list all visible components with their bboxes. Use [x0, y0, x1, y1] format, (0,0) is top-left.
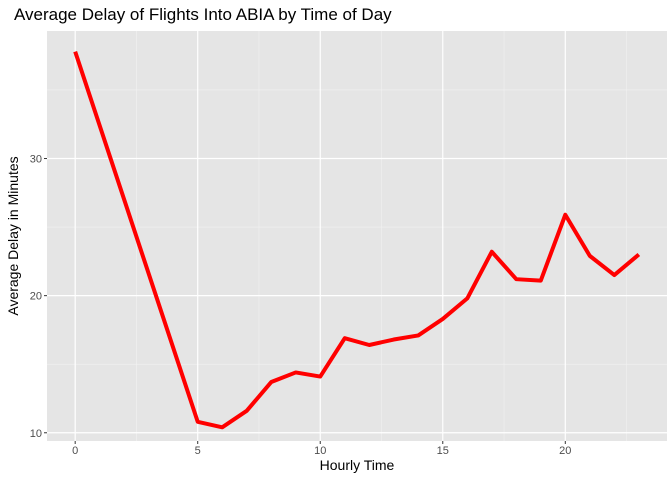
y-tick-label: 30 — [30, 154, 42, 166]
y-axis-label: Average Delay in Minutes — [5, 156, 21, 315]
x-tick-label: 20 — [559, 445, 571, 457]
x-tick-label: 10 — [314, 445, 326, 457]
x-tick-label: 5 — [195, 445, 201, 457]
x-tick-label: 0 — [72, 445, 78, 457]
y-axis: 10 20 30 — [30, 154, 47, 440]
series-line — [73, 50, 641, 430]
chart-title: Average Delay of Flights Into ABIA by Ti… — [14, 5, 392, 24]
y-tick-label: 10 — [30, 428, 42, 440]
y-tick-label: 20 — [30, 291, 42, 303]
x-axis-label: Hourly Time — [320, 457, 395, 473]
minor-gridlines — [47, 31, 667, 441]
x-tick-label: 15 — [437, 445, 449, 457]
major-gridlines — [47, 31, 667, 441]
plot-panel — [47, 31, 667, 441]
x-axis: 0 5 10 15 20 — [72, 441, 571, 457]
series-layer — [73, 50, 641, 430]
